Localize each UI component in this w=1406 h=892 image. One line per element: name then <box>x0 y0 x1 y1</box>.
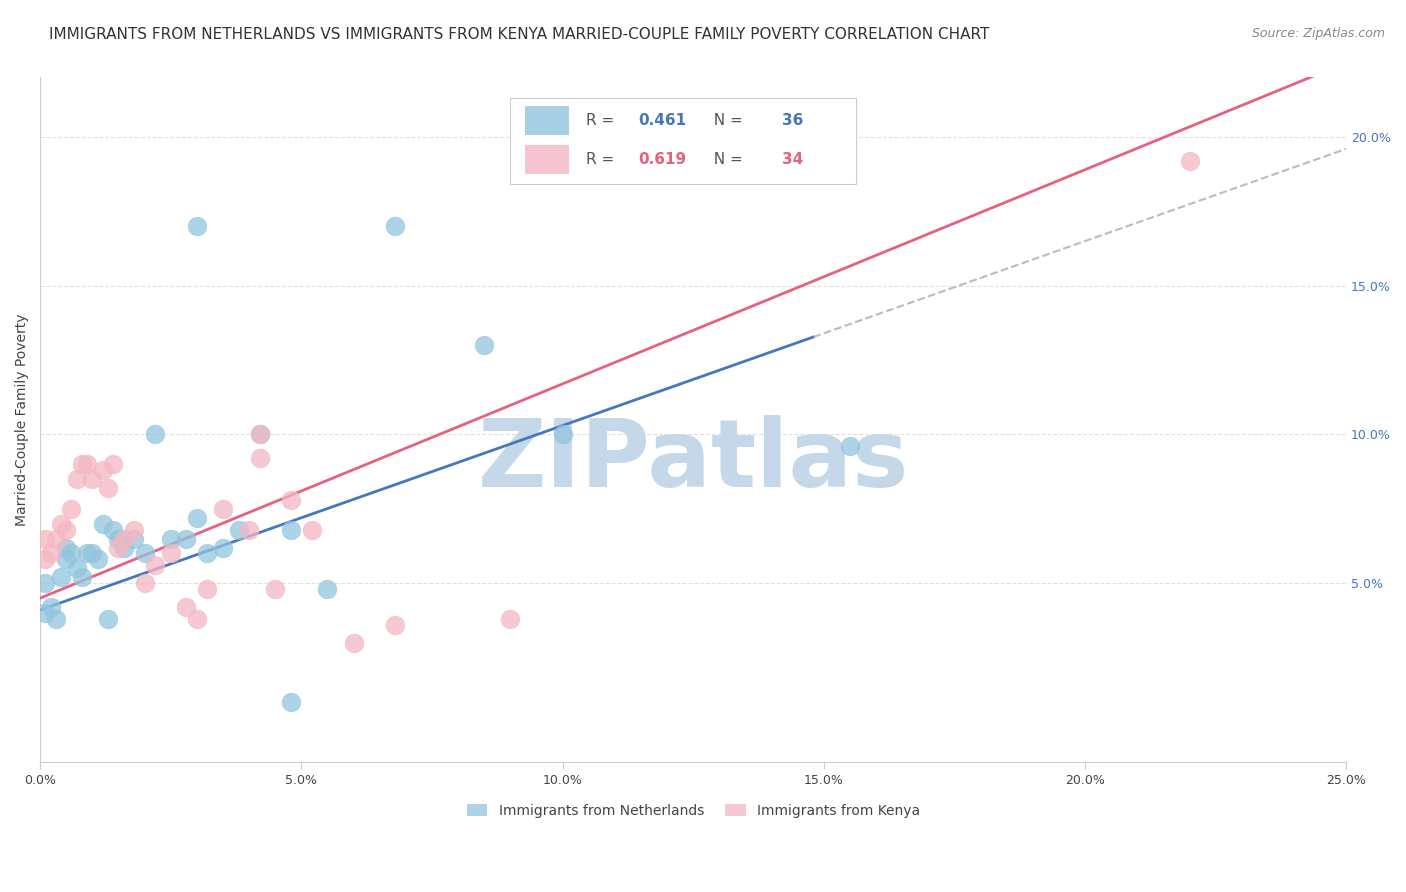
Text: N =: N = <box>703 112 747 128</box>
Point <box>159 532 181 546</box>
FancyBboxPatch shape <box>524 106 569 135</box>
Point <box>66 472 89 486</box>
Text: Source: ZipAtlas.com: Source: ZipAtlas.com <box>1251 27 1385 40</box>
Point <box>55 552 77 566</box>
Point <box>70 457 93 471</box>
Point <box>186 612 208 626</box>
Point <box>49 516 72 531</box>
Point <box>66 561 89 575</box>
Point <box>264 582 287 597</box>
Point <box>838 439 860 453</box>
Point <box>384 618 406 632</box>
Text: 36: 36 <box>782 112 803 128</box>
Point <box>186 219 208 234</box>
Point <box>280 492 302 507</box>
Point <box>195 582 218 597</box>
Point <box>97 481 120 495</box>
Point <box>143 558 166 573</box>
Point <box>103 523 125 537</box>
Point <box>55 523 77 537</box>
Point <box>91 463 114 477</box>
Point <box>34 552 56 566</box>
Point <box>122 523 145 537</box>
Point <box>107 532 129 546</box>
Point <box>212 541 235 555</box>
Point <box>39 546 62 560</box>
Point <box>107 541 129 555</box>
Text: 0.461: 0.461 <box>638 112 686 128</box>
Point <box>82 472 104 486</box>
Point <box>472 338 495 352</box>
Point <box>249 451 271 466</box>
Point <box>249 427 271 442</box>
Point <box>97 612 120 626</box>
Point <box>76 457 98 471</box>
Point <box>316 582 339 597</box>
Point <box>82 546 104 560</box>
Point <box>103 457 125 471</box>
Point <box>49 570 72 584</box>
FancyBboxPatch shape <box>524 145 569 174</box>
Point <box>91 516 114 531</box>
Point <box>249 427 271 442</box>
Point <box>1178 153 1201 168</box>
Point <box>76 546 98 560</box>
Text: N =: N = <box>703 152 747 167</box>
Point <box>159 546 181 560</box>
Point <box>34 576 56 591</box>
Text: R =: R = <box>586 152 619 167</box>
Point <box>186 510 208 524</box>
Point <box>134 546 156 560</box>
Point <box>122 532 145 546</box>
Text: R =: R = <box>586 112 619 128</box>
Point <box>551 427 574 442</box>
Point <box>342 636 364 650</box>
Point <box>176 532 198 546</box>
Point <box>499 612 522 626</box>
Text: ZIPatlas: ZIPatlas <box>478 415 908 507</box>
Point <box>384 219 406 234</box>
Point <box>280 695 302 709</box>
Point <box>70 570 93 584</box>
Point <box>134 576 156 591</box>
Point <box>212 501 235 516</box>
Point <box>228 523 250 537</box>
Point <box>86 552 108 566</box>
Point <box>112 541 135 555</box>
Point <box>143 427 166 442</box>
Point <box>45 532 67 546</box>
Point <box>280 523 302 537</box>
Point <box>195 546 218 560</box>
Point <box>34 532 56 546</box>
Point <box>34 606 56 620</box>
Point <box>45 612 67 626</box>
Point <box>60 501 83 516</box>
Text: 0.619: 0.619 <box>638 152 686 167</box>
Text: 34: 34 <box>782 152 803 167</box>
FancyBboxPatch shape <box>510 98 856 184</box>
Legend: Immigrants from Netherlands, Immigrants from Kenya: Immigrants from Netherlands, Immigrants … <box>461 798 925 823</box>
Point <box>39 600 62 615</box>
Point <box>301 523 323 537</box>
Point <box>55 541 77 555</box>
Point <box>176 600 198 615</box>
Text: IMMIGRANTS FROM NETHERLANDS VS IMMIGRANTS FROM KENYA MARRIED-COUPLE FAMILY POVER: IMMIGRANTS FROM NETHERLANDS VS IMMIGRANT… <box>49 27 990 42</box>
Point <box>60 546 83 560</box>
Point <box>112 532 135 546</box>
Point <box>238 523 260 537</box>
Y-axis label: Married-Couple Family Poverty: Married-Couple Family Poverty <box>15 313 30 526</box>
